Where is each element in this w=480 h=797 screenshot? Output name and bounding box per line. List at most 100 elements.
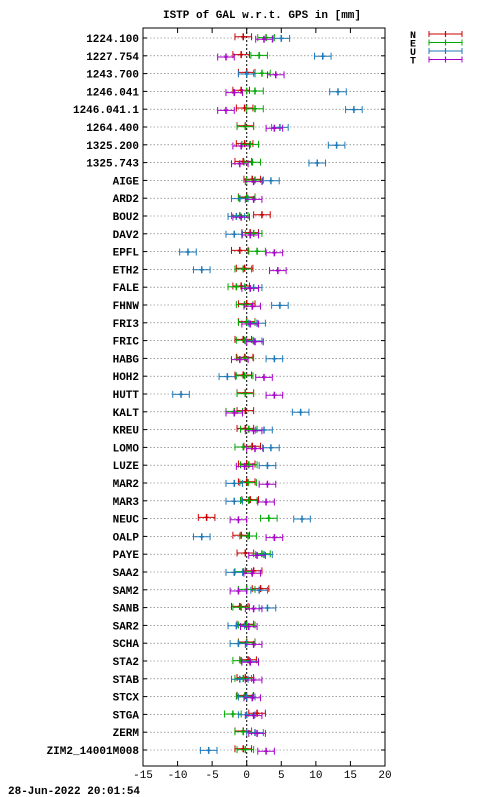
station-label: KALT	[113, 408, 140, 420]
point-u	[327, 141, 346, 149]
point-n	[231, 246, 249, 254]
point-t	[225, 409, 244, 417]
legend-label: T	[410, 57, 416, 68]
point-t	[248, 551, 266, 559]
point-u	[345, 106, 363, 114]
point-u	[255, 426, 273, 434]
point-t	[241, 658, 259, 666]
legend-label: E	[410, 40, 416, 51]
point-t	[231, 356, 249, 364]
station-label: ZERM	[113, 728, 140, 740]
point-e	[237, 318, 256, 326]
x-tick-label: 15	[344, 770, 357, 782]
data-marks	[172, 33, 363, 755]
station-label: MAR3	[113, 497, 140, 509]
station-label: HUTT	[113, 390, 140, 402]
point-t	[243, 302, 262, 310]
point-n	[253, 211, 271, 219]
point-u	[265, 355, 284, 363]
point-u	[308, 159, 327, 167]
station-label: NEUC	[113, 515, 140, 527]
point-t	[257, 747, 275, 755]
station-label: 1325.200	[86, 141, 139, 153]
point-n	[235, 104, 254, 112]
station-label: STA2	[113, 657, 139, 669]
point-u	[258, 462, 277, 470]
station-label: STCX	[113, 693, 140, 705]
timestamp: 28-Jun-2022 20:01:54	[8, 786, 140, 797]
point-e	[234, 443, 253, 451]
point-t	[231, 160, 249, 168]
x-tick-label: 0	[243, 770, 250, 782]
point-u	[262, 177, 280, 185]
point-u	[199, 746, 218, 754]
point-t	[241, 320, 259, 328]
legend-label: U	[410, 48, 416, 59]
point-e	[234, 674, 253, 682]
station-label: FHNW	[113, 301, 140, 313]
point-n	[234, 371, 253, 379]
station-label: STAB	[113, 675, 140, 687]
station-label: 1224.100	[86, 34, 139, 46]
point-u	[291, 408, 310, 416]
point-e	[236, 123, 255, 131]
point-t	[265, 124, 284, 132]
point-t	[241, 231, 259, 239]
point-n	[234, 33, 253, 41]
station-label: SANB	[113, 604, 140, 616]
point-n	[234, 335, 253, 343]
point-t	[269, 267, 287, 275]
point-t	[244, 712, 263, 720]
point-e	[232, 603, 250, 611]
point-e	[243, 158, 262, 166]
point-n	[197, 513, 216, 521]
station-label: BOU2	[113, 212, 139, 224]
point-u	[255, 551, 273, 559]
point-u	[227, 622, 246, 630]
plot-frame	[142, 27, 386, 767]
x-tick-label: 10	[309, 770, 322, 782]
point-u	[225, 230, 244, 238]
station-label: ZIM2_14001M008	[47, 746, 140, 758]
point-u	[262, 444, 280, 452]
station-label: LUZE	[113, 461, 140, 473]
point-e	[236, 390, 255, 398]
point-t	[243, 694, 262, 702]
point-t	[241, 284, 259, 292]
point-u	[237, 693, 256, 701]
station-label: ETH2	[113, 265, 139, 277]
point-t	[217, 106, 235, 114]
point-u	[293, 515, 311, 523]
station-label: HOH2	[113, 372, 139, 384]
station-label: STGA	[113, 710, 140, 722]
station-label: FRIC	[113, 337, 140, 349]
point-u	[271, 301, 289, 309]
point-t	[235, 462, 254, 470]
legend-label: N	[410, 31, 416, 42]
point-n	[235, 264, 254, 272]
point-t	[265, 249, 284, 257]
station-label: HABG	[113, 354, 140, 366]
x-tick-label: -10	[168, 770, 188, 782]
station-label: MAR2	[113, 479, 139, 491]
point-e	[235, 301, 254, 309]
point-u	[172, 390, 190, 398]
point-t	[257, 498, 275, 506]
chart-title: ISTP of GAL w.r.t. GPS in [mm]	[163, 10, 361, 22]
station-label: SAM2	[113, 586, 139, 598]
point-u	[192, 266, 211, 274]
point-t	[239, 623, 258, 631]
point-t	[244, 427, 263, 435]
point-t	[229, 516, 248, 524]
station-label: FRI3	[113, 319, 140, 331]
point-t	[248, 729, 266, 737]
point-t	[244, 178, 263, 186]
station-label: SCHA	[113, 639, 140, 651]
x-tick-label: 20	[378, 770, 391, 782]
point-e	[239, 532, 257, 540]
point-t	[244, 640, 263, 648]
point-t	[225, 89, 244, 97]
point-n	[241, 496, 259, 504]
station-label: 1246.041	[86, 87, 139, 99]
point-n	[232, 51, 250, 59]
